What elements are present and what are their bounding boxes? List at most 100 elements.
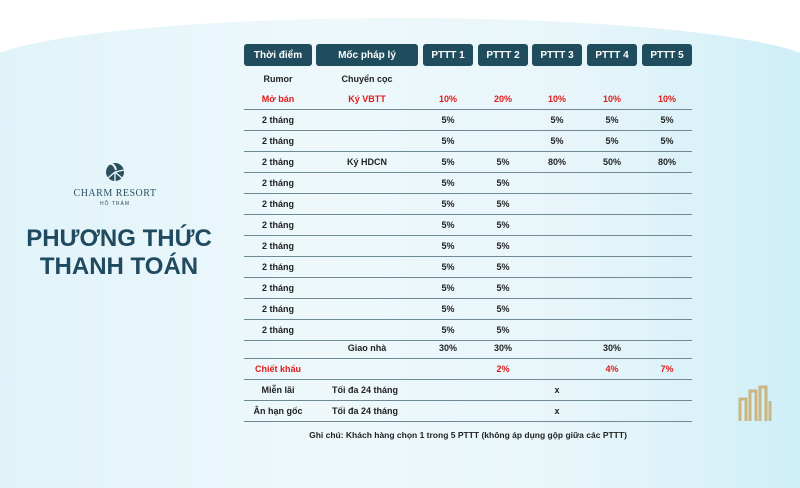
table-cell [532, 278, 582, 298]
table-cell [587, 380, 637, 400]
table-cell: 2 tháng [261, 262, 294, 272]
table-cell: 2 tháng [261, 178, 294, 188]
table-cell [532, 320, 582, 340]
column-header: PTTT 4 [587, 44, 637, 66]
table-cell: 2 tháng [261, 157, 294, 167]
watermark-logo [728, 385, 784, 425]
table-cell: 50% [602, 157, 621, 167]
table-cell: 2 tháng [261, 220, 294, 230]
table-cell: x [554, 406, 560, 416]
table-cell: 7% [660, 364, 674, 374]
table-cell [316, 173, 418, 193]
column-header: PTTT 1 [423, 44, 473, 66]
table-cell: 30% [438, 343, 457, 353]
title-line-1: PHƯƠNG THỨC [26, 225, 212, 252]
table-cell: Rumor [263, 73, 293, 84]
table-cell [587, 194, 637, 214]
table-cell: 80% [657, 157, 676, 167]
table-cell [532, 173, 582, 193]
table-cell [642, 173, 692, 193]
table-cell [587, 278, 637, 298]
table-cell [532, 299, 582, 319]
table-cell: 5% [441, 325, 455, 335]
brand-name: CHARM RESORT [73, 188, 157, 199]
table-cell [478, 380, 528, 400]
table-cell [532, 338, 582, 358]
table-cell: 5% [605, 136, 619, 146]
table-cell: Tối đa 24 tháng [332, 385, 399, 395]
table-cell: 5% [441, 136, 455, 146]
table-cell [423, 380, 473, 400]
table-row: 2 tháng Ký HDCN 5% 5% 80% 50% 80% [244, 152, 692, 173]
table-cell: Miễn lãi [261, 385, 295, 395]
table-cell [587, 299, 637, 319]
table-cell: 5% [441, 199, 455, 209]
table-cell [587, 401, 637, 421]
table-cell [532, 68, 582, 89]
table-cell: 10% [602, 94, 621, 104]
table-cell: 20% [493, 94, 512, 104]
table-cell [642, 320, 692, 340]
table-cell [642, 257, 692, 277]
table-cell [532, 215, 582, 235]
table-cell: 30% [602, 343, 621, 353]
title-line-2: THANH TOÁN [39, 253, 199, 280]
table-row: 2 tháng 5% 5% [244, 194, 692, 215]
column-header: Mốc pháp lý [316, 44, 418, 66]
table-cell [316, 320, 418, 340]
column-header: Thời điểm [244, 44, 312, 66]
table-cell: 2 tháng [261, 199, 294, 209]
table-row: 2 tháng 5% 5% [244, 236, 692, 257]
table-cell [642, 401, 692, 421]
table-cell: 30% [493, 343, 512, 353]
table-cell [316, 257, 418, 277]
table-note: Ghi chú: Khách hàng chọn 1 trong 5 PTTT … [309, 430, 627, 440]
table-row: Rumor Chuyển cọc [244, 68, 692, 89]
table-cell: 2 tháng [261, 115, 294, 125]
table-cell: 2 tháng [261, 283, 294, 293]
table-cell [587, 68, 637, 89]
table-cell [642, 380, 692, 400]
table-cell: 5% [441, 262, 455, 272]
table-cell [532, 359, 582, 379]
table-row: 2 tháng 5% 5% 5% 5% [244, 131, 692, 152]
table-cell: Ký VBTT [348, 94, 386, 104]
table-cell [423, 359, 473, 379]
table-cell: Chiết khấu [254, 364, 301, 374]
table-cell: Chuyển cọc [341, 73, 393, 84]
table-cell: x [554, 385, 560, 395]
table-cell: 5% [496, 220, 510, 230]
table-cell: 10% [547, 94, 566, 104]
table-cell [316, 359, 418, 379]
table-row: Chiết khấu 2% 4% 7% [244, 359, 692, 380]
table-cell: 2 tháng [261, 136, 294, 146]
table-cell [316, 299, 418, 319]
table-cell [642, 299, 692, 319]
column-header: PTTT 5 [642, 44, 692, 66]
table-cell [587, 236, 637, 256]
table-row: 2 tháng 5% 5% [244, 173, 692, 194]
building-logo-icon [738, 385, 772, 421]
table-cell [642, 338, 692, 358]
table-cell: 5% [441, 178, 455, 188]
table-cell: 5% [496, 157, 510, 167]
table-cell: 5% [550, 115, 564, 125]
table-cell: 5% [441, 283, 455, 293]
shell-logo-icon [106, 162, 125, 181]
table-cell: 5% [496, 199, 510, 209]
table-row: Mở bán Ký VBTT 10% 20% 10% 10% 10% [244, 89, 692, 110]
table-cell [316, 236, 418, 256]
table-cell [478, 110, 528, 130]
table-cell [316, 278, 418, 298]
table-cell [244, 338, 312, 358]
table-cell: 10% [438, 94, 457, 104]
table-cell: 5% [496, 262, 510, 272]
table-cell: Giao nhà [347, 343, 387, 353]
table-row: Ân hạn gốc Tối đa 24 tháng x [244, 401, 692, 422]
table-row: 2 tháng 5% 5% [244, 278, 692, 299]
table-cell [587, 320, 637, 340]
table-cell: 5% [496, 241, 510, 251]
table-cell: 2 tháng [261, 241, 294, 251]
table-cell: 5% [441, 157, 455, 167]
table-row: 2 tháng 5% 5% [244, 257, 692, 278]
